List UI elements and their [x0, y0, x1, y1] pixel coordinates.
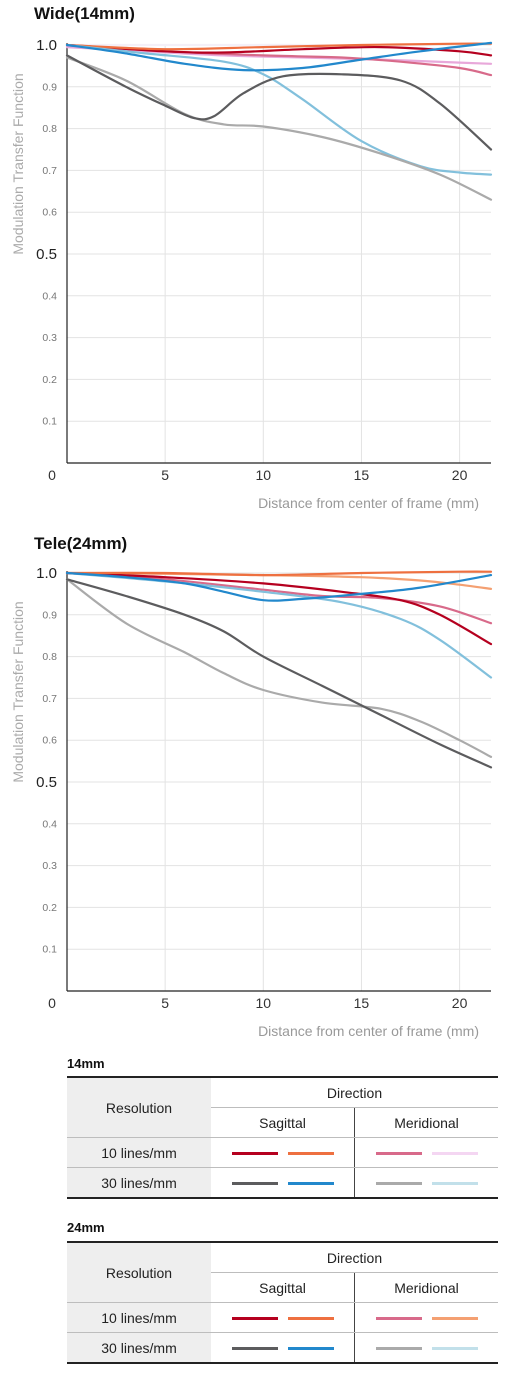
y-tick-label: 0.2	[42, 374, 57, 386]
legend-swatch	[231, 1182, 278, 1186]
sagittal-header: Sagittal	[211, 1272, 355, 1303]
legend-row-label: 30 lines/mm	[67, 1167, 211, 1199]
y-axis-label: Modulation Transfer Function	[10, 601, 26, 782]
y-tick-label: 0.1	[42, 944, 57, 956]
legend-swatch	[231, 1317, 278, 1321]
x-tick-label: 15	[354, 995, 370, 1011]
resolution-header: Resolution	[67, 1241, 211, 1303]
series-line	[65, 43, 493, 176]
mtf-chart-tele: 1.0 0.9 0.8 0.7 0.6 0.5 0.4 0.3 0.2 0.1 0 5 10 15 20 Di…	[10, 565, 493, 1039]
legend-swatch	[287, 1317, 334, 1321]
legend-row: 10 lines/mm	[67, 1137, 498, 1168]
x-tick-label: 10	[256, 995, 272, 1011]
legend-title-14mm: 14mm	[67, 1056, 105, 1071]
legend-row: 30 lines/mm	[67, 1332, 498, 1364]
y-tick-label: 1.0	[36, 565, 57, 582]
legend-swatch	[231, 1347, 278, 1351]
y-axis-label: Modulation Transfer Function	[10, 73, 26, 254]
series-line	[65, 42, 493, 51]
x-tick-label: 5	[161, 995, 169, 1011]
series-group	[65, 41, 493, 201]
y-tick-label: 0.9	[42, 609, 57, 621]
x-tick-label: 20	[452, 995, 468, 1011]
series-line	[65, 56, 493, 201]
x-tick-label: 0	[48, 995, 56, 1011]
legend-swatch	[287, 1182, 334, 1186]
legend-swatch	[375, 1182, 422, 1186]
legend-swatch	[287, 1347, 334, 1351]
meridional-swatches	[354, 1302, 498, 1333]
legend-swatch	[431, 1347, 478, 1351]
sagittal-swatches	[211, 1332, 355, 1364]
series-line	[65, 578, 493, 758]
legend-swatch	[375, 1152, 422, 1156]
legend-table-24mm: Resolution Direction Sagittal Meridional…	[67, 1241, 498, 1364]
y-tick-label: 0.2	[42, 902, 57, 914]
y-tick-label: 0.3	[42, 332, 57, 344]
direction-header: Direction	[211, 1076, 498, 1108]
y-tick-label: 0.4	[42, 290, 57, 302]
sagittal-swatches	[211, 1137, 355, 1168]
chart-title-tele: Tele(24mm)	[34, 534, 128, 553]
meridional-swatches	[354, 1167, 498, 1199]
series-line	[65, 43, 493, 51]
legend-swatch	[431, 1182, 478, 1186]
sagittal-swatches	[211, 1167, 355, 1199]
y-tick-label: 0.1	[42, 416, 57, 428]
series-line	[65, 43, 493, 57]
legend-swatch	[431, 1152, 478, 1156]
legend-swatch	[287, 1152, 334, 1156]
legend-row-label: 10 lines/mm	[67, 1137, 211, 1168]
legend-swatch	[375, 1317, 422, 1321]
meridional-header: Meridional	[354, 1107, 498, 1138]
series-line	[65, 571, 493, 646]
x-tick-label: 20	[452, 467, 468, 483]
mtf-chart-wide: 1.0 0.9 0.8 0.7 0.6 0.5 0.4 0.3 0.2 0.1 0 5 10 15 20 Di…	[10, 37, 493, 511]
legend-row-label: 10 lines/mm	[67, 1302, 211, 1333]
legend-row-label: 30 lines/mm	[67, 1332, 211, 1364]
y-tick-label: 1.0	[36, 37, 57, 54]
series-line	[65, 571, 493, 625]
y-tick-label: 0.8	[42, 651, 57, 663]
y-tick-label: 0.9	[42, 81, 57, 93]
series-line	[65, 54, 493, 151]
series-line	[65, 571, 493, 602]
direction-header: Direction	[211, 1241, 498, 1273]
legend-swatch	[431, 1317, 478, 1321]
chart-title-wide: Wide(14mm)	[34, 4, 135, 23]
x-tick-label: 5	[161, 467, 169, 483]
sagittal-header: Sagittal	[211, 1107, 355, 1138]
y-tick-label: 0.6	[42, 207, 57, 219]
x-axis-label: Distance from center of frame (mm)	[258, 495, 479, 511]
sagittal-swatches	[211, 1302, 355, 1333]
legend-table-14mm: Resolution Direction Sagittal Meridional…	[67, 1076, 498, 1199]
series-group	[65, 570, 493, 769]
legend-title-24mm: 24mm	[67, 1220, 105, 1235]
y-tick-label: 0.5	[36, 246, 57, 263]
x-axis-label: Distance from center of frame (mm)	[258, 1023, 479, 1039]
y-tick-label: 0.3	[42, 860, 57, 872]
legend-row: 30 lines/mm	[67, 1167, 498, 1199]
legend-swatch	[375, 1347, 422, 1351]
y-tick-label: 0.7	[42, 165, 57, 177]
resolution-header: Resolution	[67, 1076, 211, 1138]
legend-swatch	[231, 1152, 278, 1156]
series-line	[65, 570, 493, 577]
x-tick-label: 10	[256, 467, 272, 483]
x-tick-label: 0	[48, 467, 56, 483]
y-tick-label: 0.8	[42, 123, 57, 135]
meridional-header: Meridional	[354, 1272, 498, 1303]
series-line	[65, 41, 493, 72]
y-tick-label: 0.7	[42, 693, 57, 705]
meridional-swatches	[354, 1137, 498, 1168]
x-tick-label: 15	[354, 467, 370, 483]
y-tick-label: 0.5	[36, 774, 57, 791]
legend-row: 10 lines/mm	[67, 1302, 498, 1333]
series-line	[65, 578, 493, 769]
y-tick-label: 0.6	[42, 735, 57, 747]
meridional-swatches	[354, 1332, 498, 1364]
y-tick-label: 0.4	[42, 818, 57, 830]
